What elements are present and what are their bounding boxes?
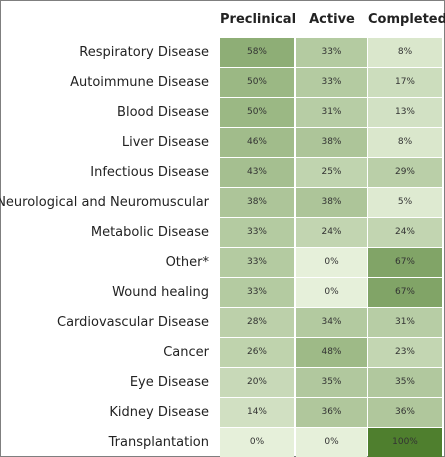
column-header-completed: Completed bbox=[368, 12, 445, 27]
cell-kidney-disease-preclinical: 14% bbox=[220, 398, 294, 427]
cell-cardiovascular-disease-completed: 31% bbox=[368, 308, 442, 337]
cell-metabolic-disease-preclinical: 33% bbox=[220, 218, 294, 247]
cell-autoimmune-disease-completed: 17% bbox=[368, 68, 442, 97]
cell-respiratory-disease-completed: 8% bbox=[368, 38, 442, 67]
cell-respiratory-disease-active: 33% bbox=[296, 38, 367, 67]
row-label-blood-disease: Blood Disease bbox=[117, 105, 209, 120]
row-label-eye-disease: Eye Disease bbox=[129, 375, 209, 390]
row-label-metabolic-disease: Metabolic Disease bbox=[90, 225, 209, 240]
row-label-liver-disease: Liver Disease bbox=[121, 135, 209, 150]
cell-wound-healing-preclinical: 33% bbox=[220, 278, 294, 307]
cell-cardiovascular-disease-preclinical: 28% bbox=[220, 308, 294, 337]
cell-blood-disease-preclinical: 50% bbox=[220, 98, 294, 127]
column-header-active: Active bbox=[309, 12, 355, 27]
cell-liver-disease-preclinical: 46% bbox=[220, 128, 294, 157]
cell-blood-disease-active: 31% bbox=[296, 98, 367, 127]
row-label-autoimmune-disease: Autoimmune Disease bbox=[70, 75, 209, 90]
cell-liver-disease-completed: 8% bbox=[368, 128, 442, 157]
cell-metabolic-disease-completed: 24% bbox=[368, 218, 442, 247]
cell-neurological-and-neuromuscular-active: 38% bbox=[296, 188, 367, 217]
row-label-respiratory-disease: Respiratory Disease bbox=[79, 45, 209, 60]
cell-neurological-and-neuromuscular-preclinical: 38% bbox=[220, 188, 294, 217]
row-label-cardiovascular-disease: Cardiovascular Disease bbox=[57, 315, 209, 330]
cell-infectious-disease-active: 25% bbox=[296, 158, 367, 187]
cell-cardiovascular-disease-active: 34% bbox=[296, 308, 367, 337]
cell-wound-healing-completed: 67% bbox=[368, 278, 442, 307]
cell-transplantation-active: 0% bbox=[296, 428, 367, 457]
cell-kidney-disease-completed: 36% bbox=[368, 398, 442, 427]
row-label-other: Other* bbox=[165, 255, 209, 270]
row-label-neurological-and-neuromuscular: Neurological and Neuromuscular bbox=[0, 195, 209, 210]
cell-eye-disease-preclinical: 20% bbox=[220, 368, 294, 397]
row-label-kidney-disease: Kidney Disease bbox=[109, 405, 209, 420]
cell-wound-healing-active: 0% bbox=[296, 278, 367, 307]
cell-eye-disease-active: 35% bbox=[296, 368, 367, 397]
cell-neurological-and-neuromuscular-completed: 5% bbox=[368, 188, 442, 217]
cell-blood-disease-completed: 13% bbox=[368, 98, 442, 127]
cell-cancer-completed: 23% bbox=[368, 338, 442, 367]
row-label-transplantation: Transplantation bbox=[108, 435, 209, 450]
cell-infectious-disease-completed: 29% bbox=[368, 158, 442, 187]
cell-other-active: 0% bbox=[296, 248, 367, 277]
row-label-cancer: Cancer bbox=[163, 345, 209, 360]
cell-infectious-disease-preclinical: 43% bbox=[220, 158, 294, 187]
cell-respiratory-disease-preclinical: 58% bbox=[220, 38, 294, 67]
row-label-wound-healing: Wound healing bbox=[112, 285, 209, 300]
cell-transplantation-completed: 100% bbox=[368, 428, 442, 457]
cell-liver-disease-active: 38% bbox=[296, 128, 367, 157]
cell-other-preclinical: 33% bbox=[220, 248, 294, 277]
cell-eye-disease-completed: 35% bbox=[368, 368, 442, 397]
row-label-infectious-disease: Infectious Disease bbox=[90, 165, 209, 180]
cell-cancer-active: 48% bbox=[296, 338, 367, 367]
cell-transplantation-preclinical: 0% bbox=[220, 428, 294, 457]
cell-other-completed: 67% bbox=[368, 248, 442, 277]
cell-metabolic-disease-active: 24% bbox=[296, 218, 367, 247]
cell-kidney-disease-active: 36% bbox=[296, 398, 367, 427]
cell-cancer-preclinical: 26% bbox=[220, 338, 294, 367]
cell-autoimmune-disease-preclinical: 50% bbox=[220, 68, 294, 97]
column-header-preclinical: Preclinical bbox=[220, 12, 297, 27]
cell-autoimmune-disease-active: 33% bbox=[296, 68, 367, 97]
